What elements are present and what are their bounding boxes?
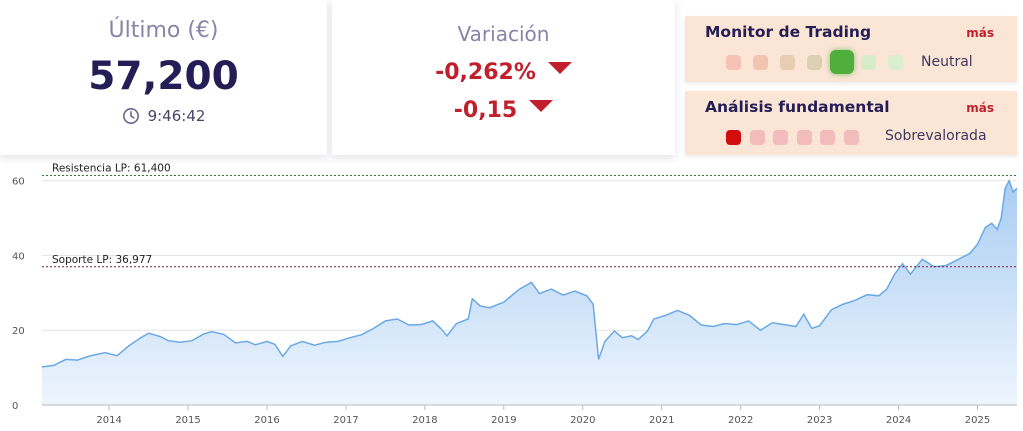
valuation-dot-2 (749, 130, 765, 145)
price-history-chart[interactable]: Resistencia LP: 61,400 Soporte LP: 36,977… (0, 160, 1023, 431)
trading-signal-dot-4 (807, 55, 822, 70)
last-price-card: Último (€) 57,200 9:46:42 (0, 0, 327, 155)
x-tick-label: 2017 (333, 415, 358, 426)
y-tick-label: 20 (12, 326, 25, 337)
y-tick-label: 40 (12, 251, 25, 262)
x-tick-label: 2023 (807, 415, 832, 426)
variation-percent-row: -0,262% (332, 60, 675, 85)
trading-signal-dot-2 (753, 55, 768, 70)
price-area (42, 180, 1017, 405)
x-tick-label: 2020 (570, 415, 595, 426)
variation-percent: -0,262% (435, 60, 536, 85)
x-tick-label: 2016 (254, 415, 279, 426)
trading-monitor-more-link[interactable]: más (966, 26, 994, 40)
support-label: Soporte LP: 36,977 (52, 254, 152, 266)
variation-absolute-row: -0,15 (332, 98, 675, 123)
valuation-dot-1 (726, 130, 741, 145)
trading-monitor-panel: Monitor de Trading más Neutral (685, 16, 1017, 82)
x-tick-label: 2014 (96, 415, 121, 426)
x-tick-label: 2019 (491, 415, 516, 426)
clock-icon (122, 108, 139, 124)
fundamental-analysis-more-link[interactable]: más (966, 101, 994, 115)
last-update-row: 9:46:42 (0, 107, 327, 125)
valuation-dot-3 (773, 130, 788, 145)
trading-monitor-title: Monitor de Trading (705, 23, 872, 41)
variation-card: Variación -0,262% -0,15 (332, 0, 675, 155)
trading-signal-dot-5 (830, 50, 854, 74)
down-arrow-icon (547, 62, 572, 74)
y-tick-label: 60 (12, 177, 25, 188)
valuation-dot-4 (796, 130, 812, 145)
valuation-dot-6 (843, 130, 859, 145)
trading-signal-dot-1 (726, 55, 741, 70)
trading-signal-dot-6 (861, 55, 876, 70)
x-tick-label: 2025 (965, 415, 990, 426)
variation-absolute: -0,15 (453, 98, 518, 123)
last-price-label: Último (€) (108, 18, 219, 43)
last-price-value: 57,200 (88, 54, 239, 99)
x-tick-label: 2015 (175, 415, 200, 426)
fundamental-analysis-title: Análisis fundamental (705, 98, 890, 116)
trading-signal-dot-3 (780, 55, 795, 70)
trading-monitor-status: Neutral (921, 54, 973, 70)
last-update-time: 9:46:42 (147, 107, 206, 125)
fundamental-analysis-status: Sobrevalorada (885, 128, 987, 144)
x-tick-label: 2024 (886, 415, 911, 426)
x-tick-label: 2021 (649, 415, 674, 426)
resistance-label: Resistencia LP: 61,400 (52, 162, 171, 174)
valuation-dot-5 (820, 130, 835, 145)
down-arrow-icon (529, 100, 554, 112)
variation-label: Variación (457, 22, 550, 46)
y-tick-label: 0 (12, 401, 18, 412)
x-tick-label: 2018 (412, 415, 437, 426)
fundamental-analysis-panel: Análisis fundamental más Sobrevalorada (685, 91, 1017, 155)
trading-signal-dot-7 (888, 55, 903, 70)
x-tick-label: 2022 (728, 415, 753, 426)
price-line (41, 178, 1018, 368)
